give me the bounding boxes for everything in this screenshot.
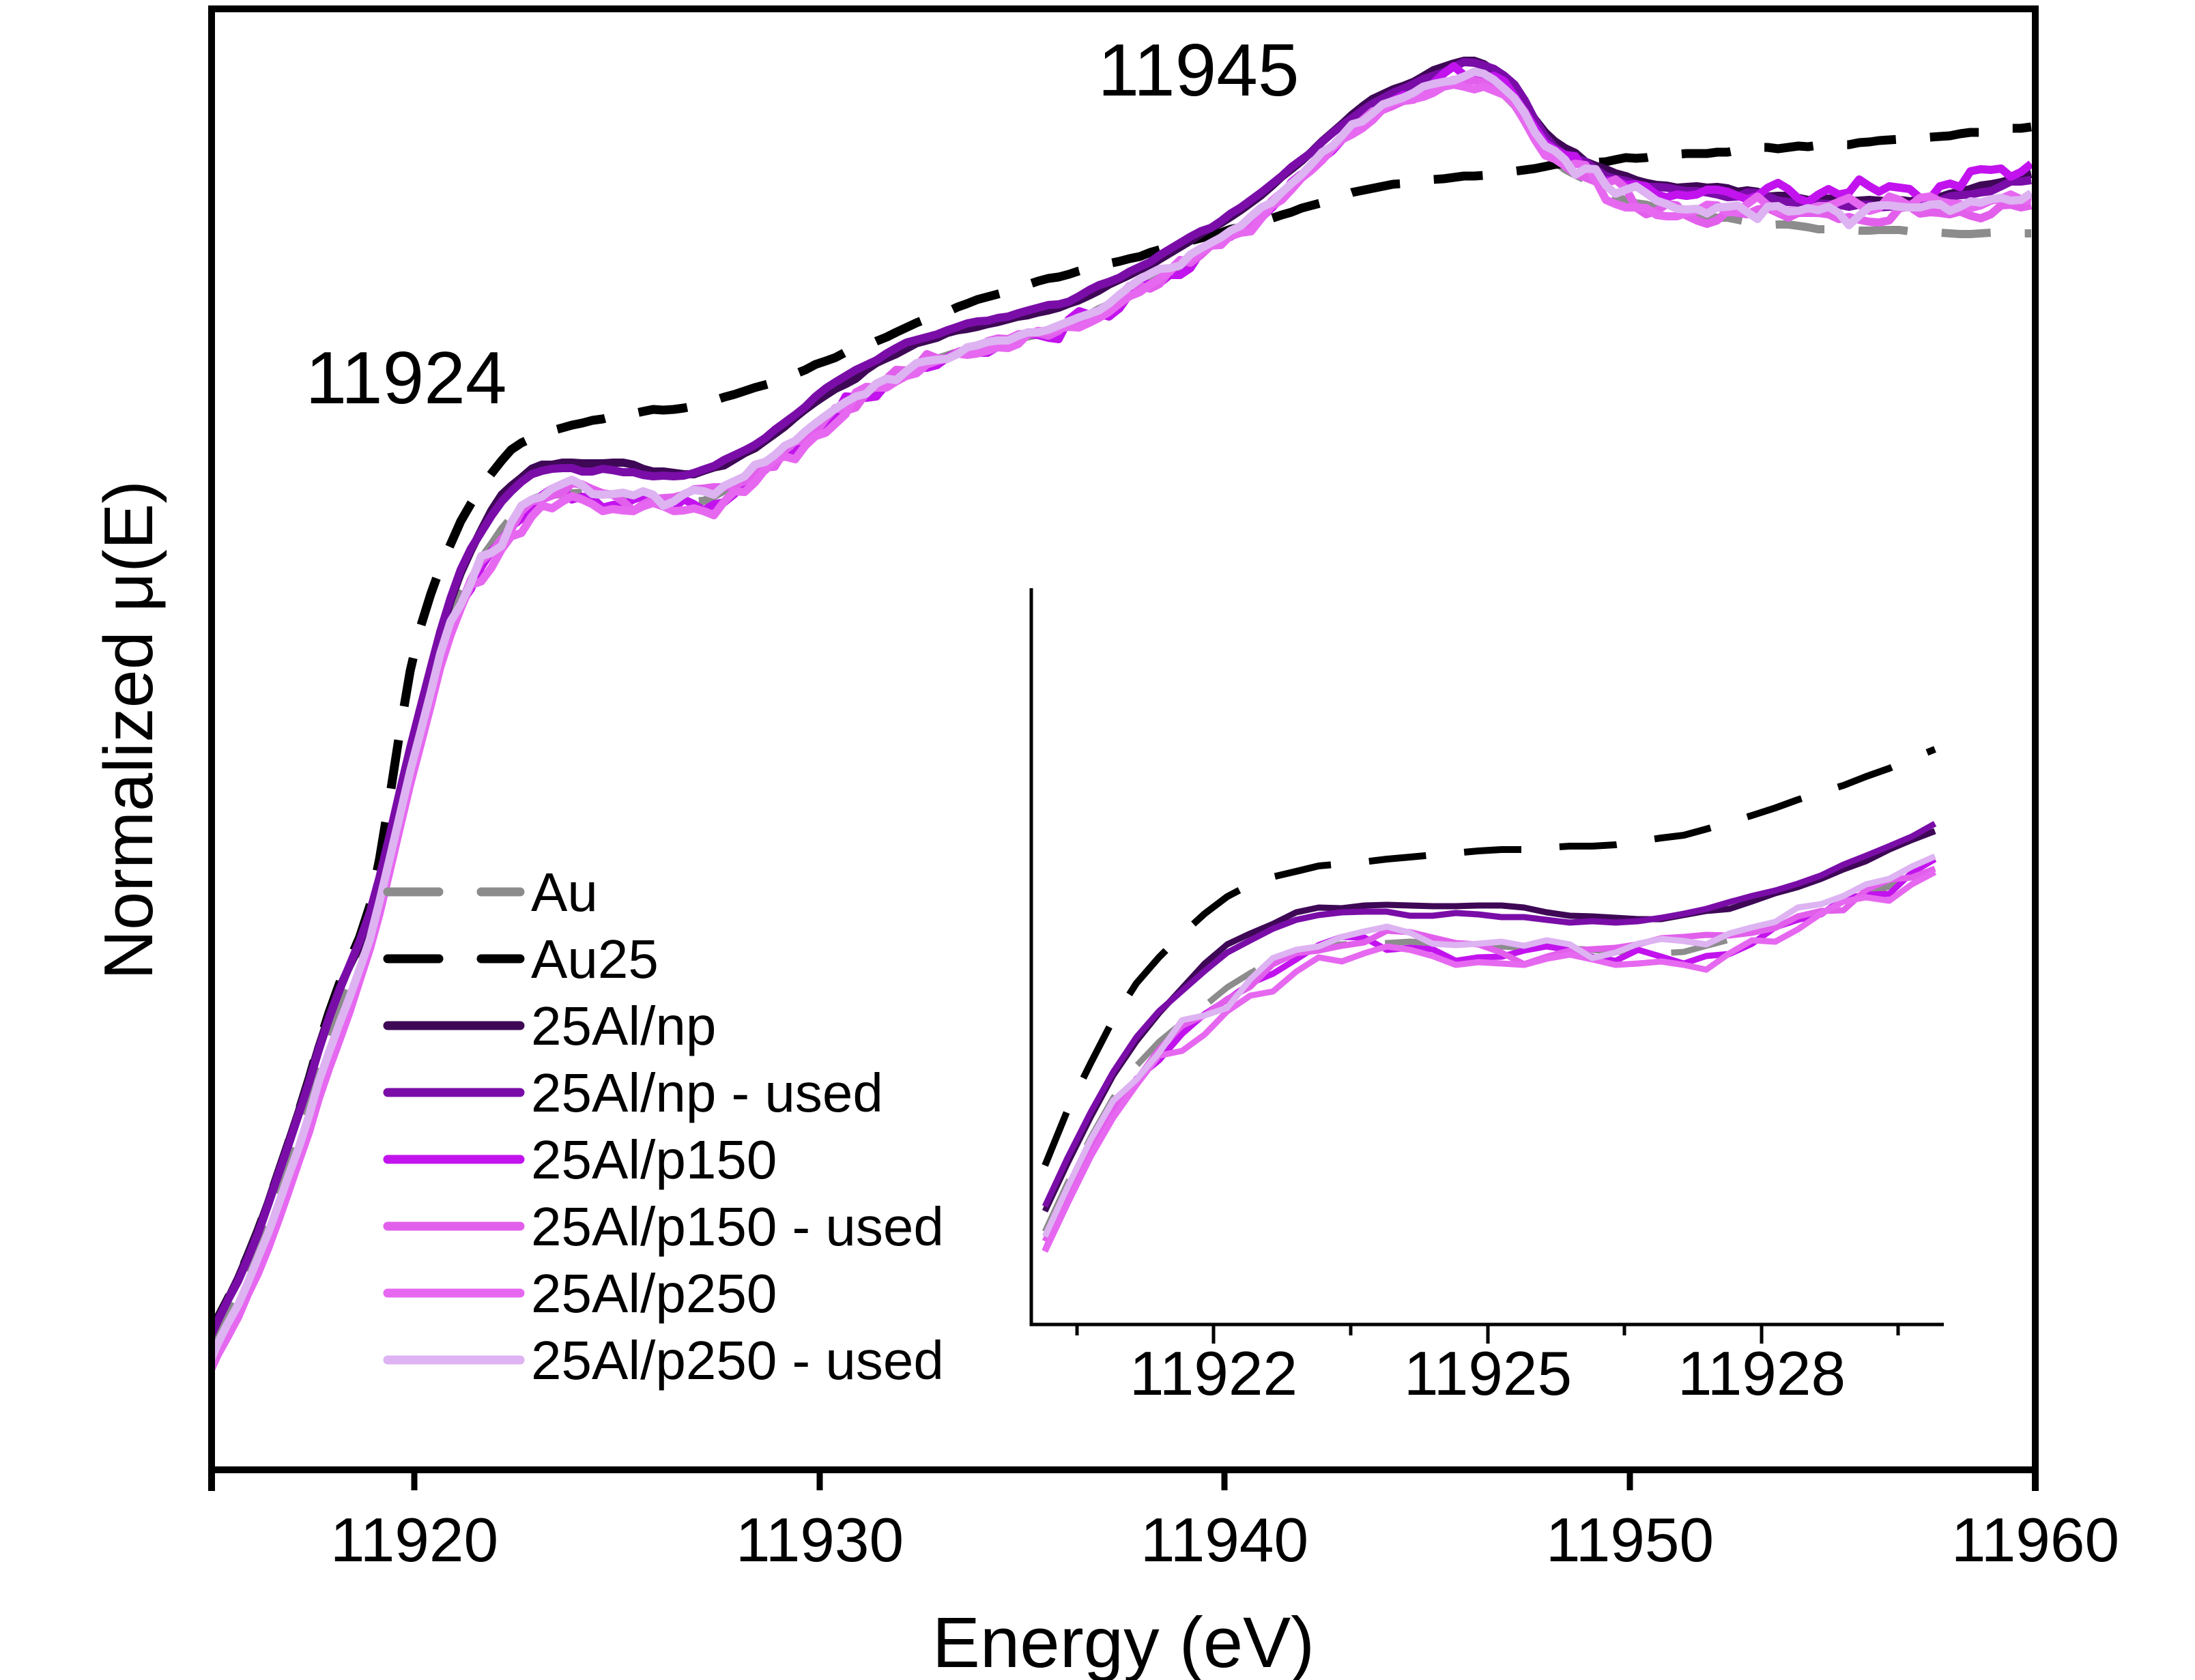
svg-text:25Al/p250 - used: 25Al/p250 - used (531, 1330, 944, 1391)
svg-text:11925: 11925 (1404, 1339, 1572, 1408)
svg-text:11945: 11945 (1098, 29, 1299, 112)
svg-text:25Al/np - used: 25Al/np - used (531, 1062, 883, 1123)
svg-text:Normalized μ(E): Normalized μ(E) (91, 480, 167, 980)
svg-text:25Al/p150: 25Al/p150 (531, 1129, 777, 1190)
svg-text:11922: 11922 (1130, 1339, 1297, 1408)
svg-text:11924: 11924 (305, 336, 506, 420)
svg-text:25Al/p250: 25Al/p250 (531, 1263, 777, 1324)
svg-text:11920: 11920 (330, 1506, 498, 1575)
svg-text:11950: 11950 (1546, 1506, 1714, 1575)
svg-text:25Al/p150 - used: 25Al/p150 - used (531, 1196, 944, 1257)
svg-text:25Al/np: 25Al/np (531, 996, 716, 1056)
svg-text:11940: 11940 (1140, 1506, 1308, 1575)
svg-text:Au: Au (531, 862, 598, 923)
svg-text:Energy (eV): Energy (eV) (932, 1603, 1315, 1680)
svg-text:11930: 11930 (736, 1506, 904, 1575)
svg-text:11960: 11960 (1951, 1506, 2119, 1575)
svg-text:Au25: Au25 (531, 929, 659, 989)
svg-text:11928: 11928 (1678, 1339, 1846, 1408)
